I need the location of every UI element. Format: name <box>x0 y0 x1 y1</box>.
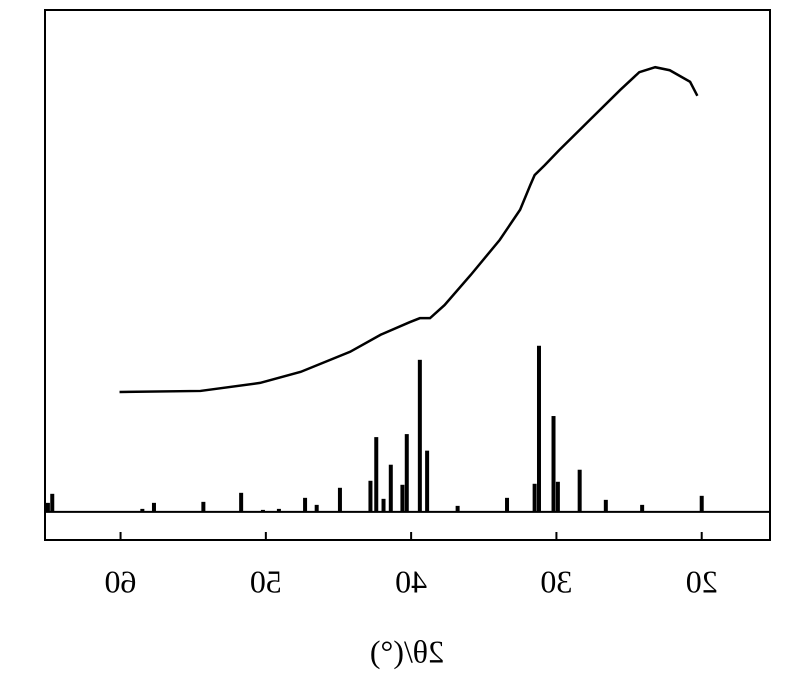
x-tick-label: 50 <box>250 563 282 599</box>
reference-peak <box>536 345 541 512</box>
reference-peak <box>400 484 405 512</box>
reference-peak <box>201 501 206 512</box>
x-tick-label: 20 <box>686 563 718 599</box>
reference-peak <box>276 508 281 512</box>
reference-peak <box>388 464 393 512</box>
reference-peak <box>417 359 422 512</box>
x-tick-label: 30 <box>540 563 572 599</box>
x-axis-title: 2θ/(°) <box>370 633 444 669</box>
reference-peak <box>699 495 704 512</box>
reference-peak <box>603 499 608 512</box>
reference-peak <box>140 508 145 512</box>
reference-peak <box>425 450 430 512</box>
reference-peak <box>532 483 537 512</box>
reference-peak <box>303 497 308 512</box>
reference-peak <box>455 505 460 512</box>
reference-peak <box>239 492 244 512</box>
reference-peak <box>314 504 319 512</box>
reference-peak <box>381 498 386 512</box>
reference-peak <box>368 480 373 512</box>
reference-peak <box>505 497 510 512</box>
reference-peak <box>260 509 265 512</box>
reference-peak <box>640 504 645 512</box>
pattern-curve <box>119 65 699 394</box>
reference-peak <box>551 416 556 512</box>
reference-peak <box>577 469 582 512</box>
reference-peak <box>151 502 156 512</box>
x-tick-label: 60 <box>105 563 137 599</box>
reference-peak <box>374 437 379 512</box>
plot-frame <box>44 9 771 541</box>
reference-peak <box>45 502 50 512</box>
reference-peak <box>555 481 560 512</box>
reference-peak <box>50 493 55 512</box>
reference-peak <box>337 487 342 512</box>
x-tick-label: 40 <box>395 563 427 599</box>
reference-peak <box>404 434 409 512</box>
